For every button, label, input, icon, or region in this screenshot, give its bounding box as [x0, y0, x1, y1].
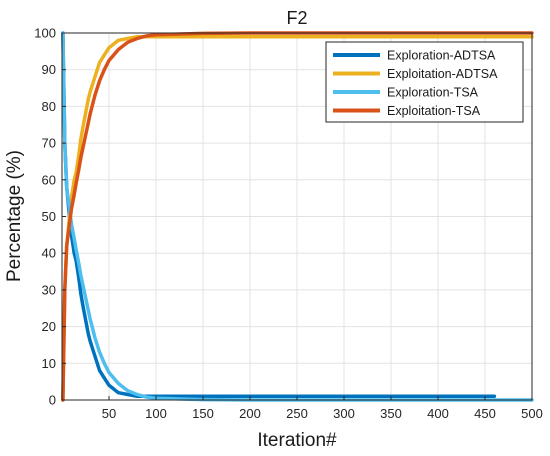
x-tick-label: 150 [192, 406, 214, 421]
legend-label-4: Exploitation-TSA [387, 104, 481, 118]
y-tick-label: 100 [34, 26, 56, 41]
y-tick-label: 20 [42, 319, 56, 334]
legend-label-1: Exploration-ADTSA [387, 49, 496, 63]
y-tick-label: 50 [42, 209, 56, 224]
series-line-2 [61, 34, 534, 402]
y-tick-label: 80 [42, 99, 56, 114]
y-tick-label: 10 [42, 356, 56, 371]
y-tick-label: 60 [42, 172, 56, 187]
y-tick-label: 90 [42, 62, 56, 77]
x-tick-label: 50 [102, 406, 116, 421]
y-tick-label: 40 [42, 246, 56, 261]
y-tick-label: 0 [49, 393, 56, 408]
legend: Exploration-ADTSA Exploitation-ADTSA Explo… [325, 41, 524, 123]
x-axis-label: Iteration# [257, 430, 337, 451]
chart-title: F2 [286, 8, 307, 28]
x-tick-label: 250 [286, 406, 308, 421]
x-tick-label: 200 [239, 406, 261, 421]
x-tick-label: 350 [380, 406, 402, 421]
legend-label-3: Exploration-TSA [387, 86, 479, 100]
y-axis-label: Percentage (%) [4, 150, 25, 282]
x-tick-label: 100 [145, 406, 167, 421]
x-tick-label: 450 [474, 406, 496, 421]
y-tick-label: 30 [42, 282, 56, 297]
legend-label-2: Exploitation-ADTSA [387, 67, 498, 81]
x-tick-label: 500 [521, 406, 543, 421]
x-tick-label: 400 [427, 406, 449, 421]
x-tick-label: 300 [333, 406, 355, 421]
axis-ticks: 50 100 150 200 250 300 350 400 450 500 0 10 20 30 40 50… [34, 26, 543, 422]
y-tick-label: 70 [42, 136, 56, 151]
